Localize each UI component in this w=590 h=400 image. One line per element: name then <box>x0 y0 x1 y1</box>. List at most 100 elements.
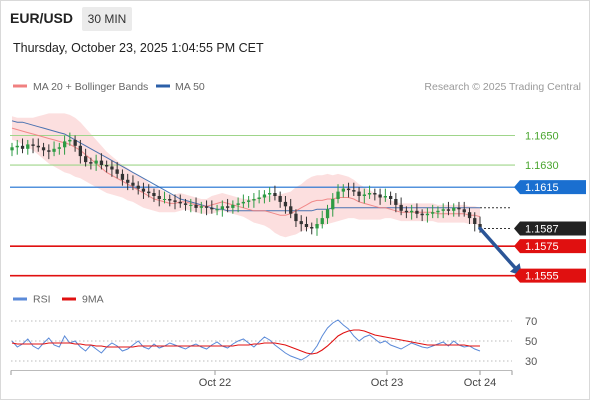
candle-body <box>73 139 77 146</box>
candle-body <box>252 199 256 201</box>
candle-body <box>425 213 430 216</box>
candle-body <box>410 210 414 213</box>
symbol-title: EUR/USD <box>10 10 74 26</box>
legend-swatch-rsi <box>13 297 27 301</box>
timeframe-button[interactable]: 30 MIN <box>82 7 132 31</box>
candle-body <box>452 207 456 211</box>
candle-body <box>226 206 230 208</box>
ma20-line <box>11 127 481 218</box>
candle-body <box>52 148 56 152</box>
forecast <box>478 226 523 276</box>
candle-body <box>462 209 466 213</box>
legend-9ma-label: 9MA <box>82 294 104 306</box>
candle-body <box>63 141 67 148</box>
candle-body <box>325 209 330 219</box>
candle-body <box>315 224 319 229</box>
candle-body <box>415 210 419 214</box>
candle-body <box>457 207 461 210</box>
legend-swatch-ma50 <box>156 84 170 88</box>
candle-body <box>278 196 282 202</box>
candle-body <box>57 147 61 149</box>
candle-body <box>273 193 277 196</box>
level-label-1.1575: 1.1575 <box>525 241 559 253</box>
level-tag-1.1575 <box>514 239 586 254</box>
rsi-pane: 70 50 30 <box>11 316 537 368</box>
bollinger-band-area <box>12 113 480 238</box>
candle-body <box>357 191 361 196</box>
candle-body <box>320 218 324 224</box>
candle-body <box>152 193 156 196</box>
bollinger-bands <box>12 113 480 238</box>
candle-body <box>336 191 340 199</box>
candle-body <box>478 224 482 229</box>
candles <box>10 132 482 236</box>
candle-body <box>399 204 403 211</box>
candle-body <box>126 179 130 183</box>
level-tag-1.1615 <box>514 180 586 195</box>
rsi-9ma-line <box>11 329 480 355</box>
candle-body <box>394 199 398 205</box>
candle-body <box>84 156 88 163</box>
candle-body <box>26 144 30 149</box>
level-label-1.1650: 1.1650 <box>525 131 559 143</box>
candle-body <box>78 145 82 157</box>
price-labels: 1.1650 1.1630 1.1615 1.1575 1.1555 1.1587 <box>514 131 586 283</box>
candle-body <box>404 210 409 213</box>
candle-body <box>168 199 172 201</box>
time-axis: Oct 22 Oct 23 Oct 24 <box>10 370 513 389</box>
candle-body <box>294 213 298 222</box>
candle-body <box>110 166 114 170</box>
candle-body <box>367 193 372 195</box>
candle-body <box>247 200 251 202</box>
candle-body <box>283 201 288 207</box>
candle-body <box>94 160 98 164</box>
candle-body <box>20 145 25 149</box>
candle-body <box>162 199 167 200</box>
legend-swatch-ma20 <box>13 84 27 88</box>
candle-body <box>467 212 472 219</box>
candle-body <box>194 204 198 208</box>
level-label-1.1630: 1.1630 <box>525 160 559 172</box>
candle-body <box>378 194 382 198</box>
level-tag-1.1555 <box>514 268 586 283</box>
candle-body <box>268 193 272 195</box>
candle-body <box>331 199 335 210</box>
candle-body <box>136 185 140 189</box>
candle-body <box>10 147 14 151</box>
candle-body <box>220 206 224 210</box>
candle-body <box>47 150 51 152</box>
credit-text: Research © 2025 Trading Central <box>424 81 581 93</box>
candle-body <box>299 221 303 225</box>
candle-body <box>446 209 451 211</box>
candle-body <box>210 207 214 210</box>
candle-body <box>231 204 235 208</box>
candle-body <box>178 201 182 204</box>
candle-body <box>204 206 209 208</box>
candle-body <box>341 188 345 192</box>
legend-ma20-label: MA 20 + Bollinger Bands <box>33 81 148 93</box>
candle-body <box>147 191 151 194</box>
candle-body <box>383 196 387 198</box>
candle-body <box>304 224 309 227</box>
rsi-line <box>11 319 481 361</box>
time-tick-label: Oct 24 <box>464 377 496 389</box>
candle-body <box>68 139 72 142</box>
candle-body <box>131 182 135 186</box>
candle-body <box>120 173 125 180</box>
candle-body <box>431 212 435 214</box>
legend-rsi-label: RSI <box>33 294 51 306</box>
timestamp: Thursday, October 23, 2025 1:04:55 PM CE… <box>13 41 264 55</box>
rsi-tick-30: 30 <box>525 356 537 368</box>
candle-body <box>99 160 104 165</box>
rsi-tick-50: 50 <box>525 336 537 348</box>
level-label-1.1555: 1.1555 <box>525 271 559 283</box>
candle-body <box>389 196 393 199</box>
candle-body <box>352 190 356 192</box>
candle-body <box>15 145 19 148</box>
candle-body <box>105 165 109 167</box>
candle-body <box>199 206 203 208</box>
candle-body <box>141 188 146 192</box>
candle-body <box>441 209 445 211</box>
level-label-1.1615: 1.1615 <box>525 182 559 194</box>
